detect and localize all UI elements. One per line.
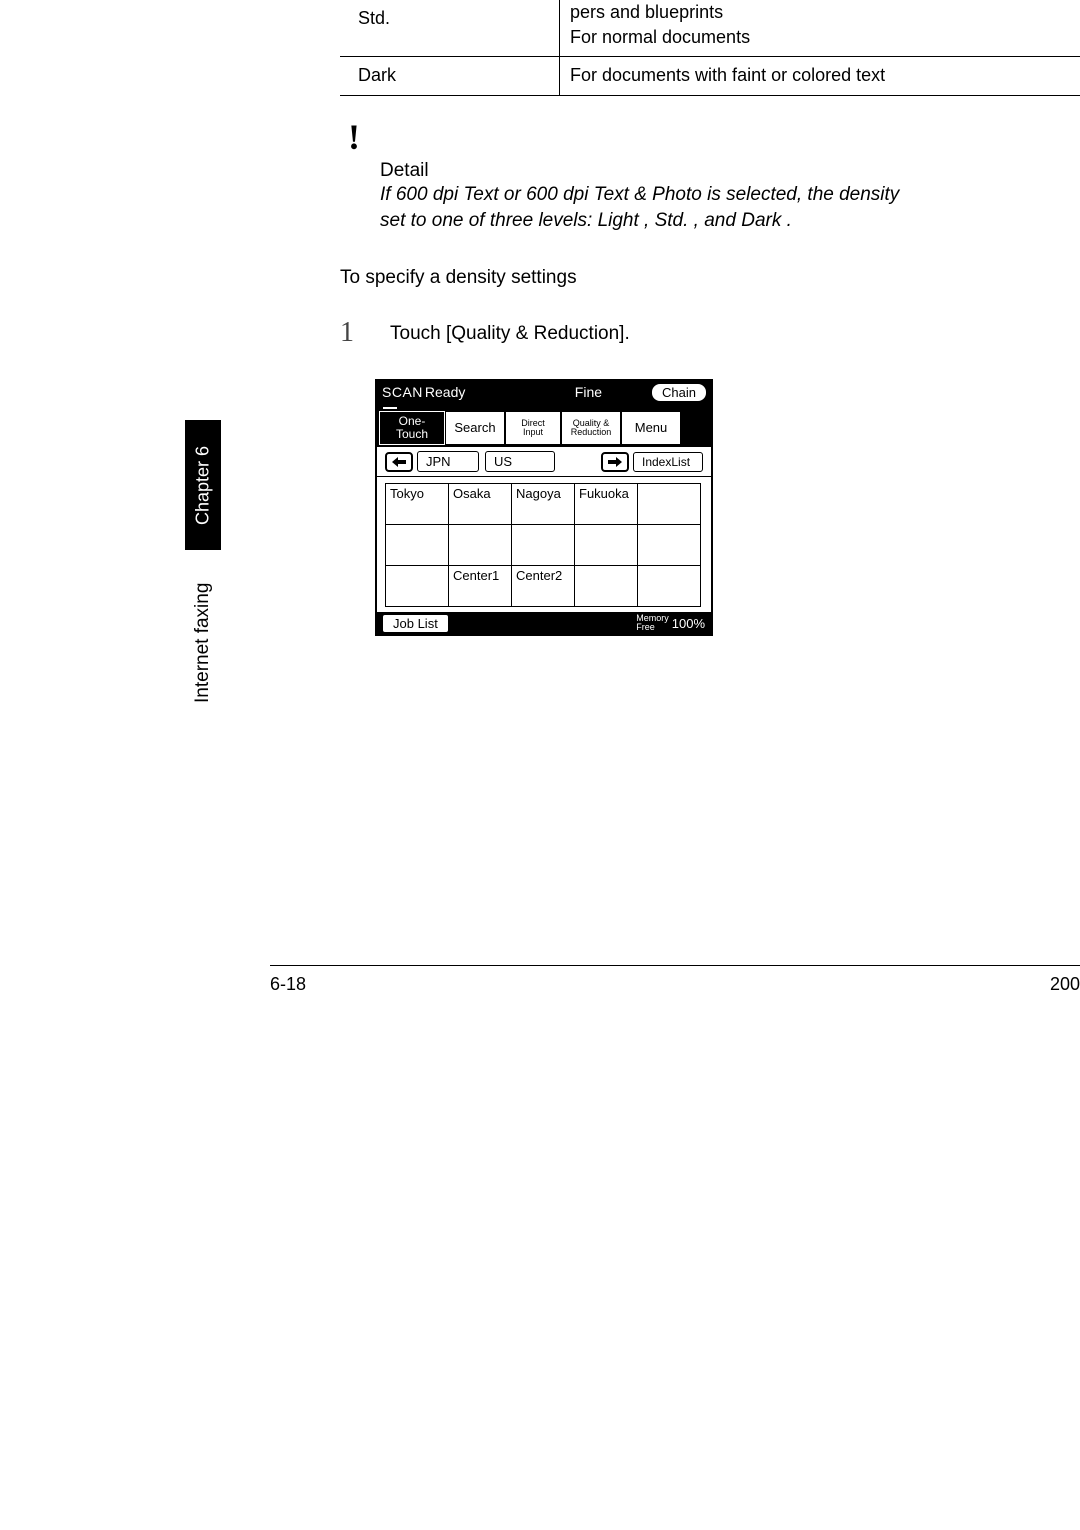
dest-empty[interactable] (637, 524, 701, 566)
lcd-header: SCAN Ready Fine Chain (377, 381, 711, 407)
tab-search[interactable]: Search (445, 411, 505, 445)
exclamation-icon: ! (348, 116, 1080, 158)
lcd-grid: Tokyo Osaka Nagoya Fukuoka Center1 Ce (377, 477, 711, 612)
arrow-right-icon (608, 457, 622, 467)
page-number: 6-18 (270, 974, 306, 995)
dest-osaka[interactable]: Osaka (448, 483, 512, 525)
step-text: Touch [Quality & Reduction]. (390, 317, 630, 345)
density-table: Std. pers and blueprints For normal docu… (340, 0, 1080, 96)
arrow-right-button[interactable] (601, 452, 629, 472)
page-right: 200 (1050, 974, 1080, 995)
memory-percent: 100% (672, 616, 705, 631)
nav-jpn-button[interactable]: JPN (417, 451, 479, 472)
chapter-tab: Chapter 6 (185, 420, 221, 550)
dest-empty[interactable] (574, 565, 638, 607)
dest-empty[interactable] (511, 524, 575, 566)
tab-menu[interactable]: Menu (621, 411, 681, 445)
page-footer: 6-18 200 (270, 965, 1080, 995)
section-title: Internet faxing (185, 568, 221, 718)
dest-tokyo[interactable]: Tokyo (385, 483, 449, 525)
page: Std. pers and blueprints For normal docu… (0, 0, 1080, 1530)
arrow-left-button[interactable] (385, 452, 413, 472)
detail-heading: Detail (380, 160, 1080, 182)
dest-empty[interactable] (385, 565, 449, 607)
detail-text: If 600 dpi Text or 600 dpi Text & Photo … (380, 182, 1080, 209)
table-text: pers and blueprints (570, 0, 1070, 25)
lcd-footer: Job List Memory Free 100% (377, 612, 711, 634)
detail-text: set to one of three levels: Light , Std.… (380, 208, 1080, 235)
sidebar: Chapter 6 Internet faxing (185, 420, 221, 718)
free-text: Free (636, 623, 669, 632)
lcd-panel: SCAN Ready Fine Chain One-Touch Search D… (375, 379, 713, 636)
table-text: For normal documents (570, 25, 1070, 50)
step-number: 1 (340, 317, 390, 349)
dest-empty[interactable] (448, 524, 512, 566)
arrow-left-icon (392, 457, 406, 467)
dest-empty[interactable] (637, 483, 701, 525)
dest-center1[interactable]: Center1 (448, 565, 512, 607)
nav-us-button[interactable]: US (485, 451, 555, 472)
memory-label: Memory Free (636, 614, 669, 632)
tab-label: Reduction (571, 428, 612, 437)
joblist-button[interactable]: Job List (383, 615, 448, 632)
dest-nagoya[interactable]: Nagoya (511, 483, 575, 525)
detail-section: ! Detail If 600 dpi Text or 600 dpi Text… (342, 116, 1080, 235)
dest-empty[interactable] (385, 524, 449, 566)
ready-label: Ready (425, 384, 465, 400)
table-cell: pers and blueprints For normal documents (560, 0, 1080, 56)
scan-label: SCAN (382, 384, 423, 400)
dest-center2[interactable]: Center2 (511, 565, 575, 607)
table-cell-std: Std. (340, 0, 560, 56)
table-cell-dark: Dark (340, 57, 560, 94)
chain-button[interactable]: Chain (652, 384, 706, 401)
dest-empty[interactable] (637, 565, 701, 607)
main-content: Std. pers and blueprints For normal docu… (340, 0, 1080, 636)
tab-direct-input[interactable]: Direct Input (505, 411, 561, 445)
table-cell: For documents with faint or colored text (560, 57, 1080, 94)
tab-label: Input (523, 428, 543, 437)
nav-indexlist-button[interactable]: IndexList (633, 452, 703, 472)
dest-empty[interactable] (574, 524, 638, 566)
lcd-tabs: One-Touch Search Direct Input Quality & … (377, 411, 711, 447)
fine-label: Fine (575, 384, 602, 400)
procedure-heading: To specify a density settings (340, 267, 1080, 289)
tab-onetouch[interactable]: One-Touch (379, 411, 445, 445)
step-row: 1 Touch [Quality & Reduction]. (340, 317, 1080, 349)
dest-fukuoka[interactable]: Fukuoka (574, 483, 638, 525)
tab-quality-reduction[interactable]: Quality & Reduction (561, 411, 621, 445)
lcd-nav: JPN US IndexList (377, 447, 711, 477)
